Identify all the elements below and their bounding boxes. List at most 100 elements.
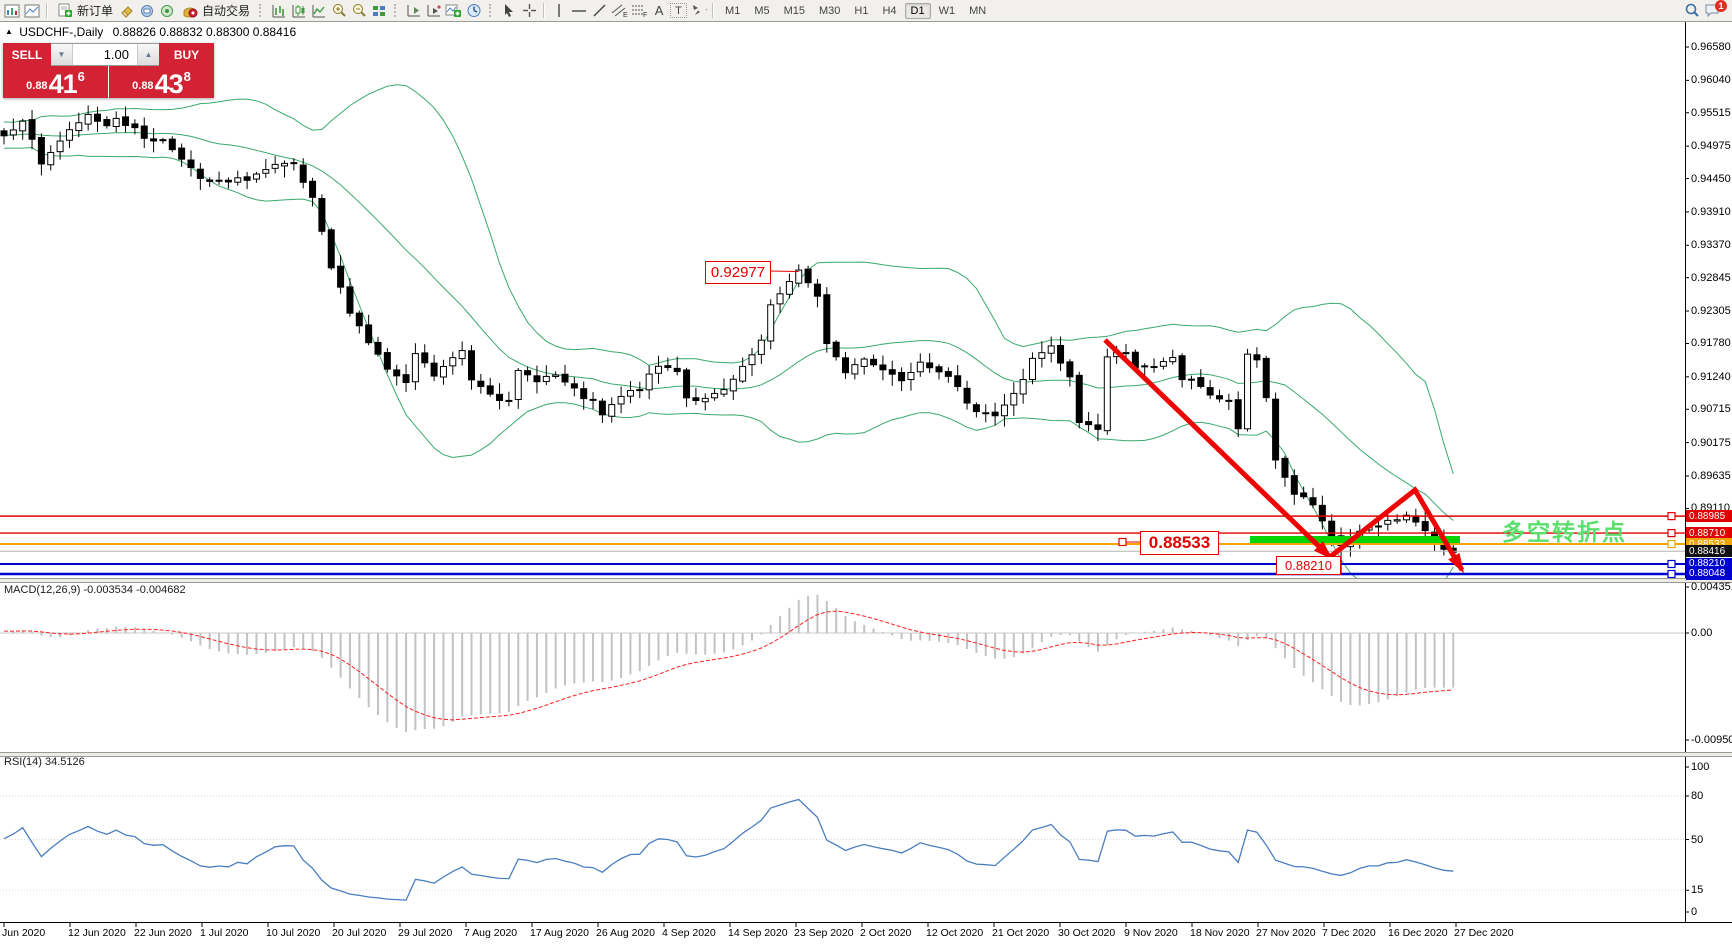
time-axis-tick: 14 Sep 2020 bbox=[728, 927, 788, 939]
chart-canvas[interactable] bbox=[0, 21, 1732, 945]
sound-alert-icon[interactable] bbox=[158, 2, 176, 19]
chart-area: 0.88985 0.88710 0.88533 0.88416 0.88210 0.880… bbox=[0, 21, 1732, 945]
svg-text:F: F bbox=[643, 12, 647, 18]
macd-axis-tick: 0.004351 bbox=[1691, 580, 1732, 593]
timeframe-h4[interactable]: H4 bbox=[882, 4, 897, 17]
timeframe-mn[interactable]: MN bbox=[969, 4, 987, 17]
time-axis-tick: 12 Oct 2020 bbox=[926, 927, 984, 939]
chart-shift-icon[interactable] bbox=[405, 2, 423, 19]
timeframe-m15[interactable]: M15 bbox=[783, 4, 805, 17]
symbol-name: USDCHF-,Daily bbox=[19, 25, 104, 39]
toolbar-separator bbox=[46, 3, 48, 18]
candlestick-mode-icon[interactable] bbox=[290, 2, 308, 19]
main-toolbar: 新订单 自动交易 bbox=[0, 0, 1732, 22]
time-axis-tick: 1 Jul 2020 bbox=[200, 927, 249, 939]
chart-overlay: 0.88985 0.88710 0.88533 0.88416 0.88210 0.880… bbox=[0, 21, 1732, 945]
toolbar-grip bbox=[259, 4, 264, 17]
price-axis-tick: 0.96580 bbox=[1691, 41, 1731, 53]
timeframe-m30[interactable]: M30 bbox=[819, 4, 841, 17]
time-axis-tick: 26 Aug 2020 bbox=[596, 927, 655, 939]
price-axis-tick: 0.93370 bbox=[1691, 239, 1731, 252]
text-label-tool-icon[interactable]: T bbox=[670, 3, 688, 18]
new-order-icon bbox=[56, 2, 74, 19]
time-axis-tick: 27 Dec 2020 bbox=[1454, 927, 1514, 939]
text-tool-icon[interactable]: A bbox=[654, 3, 664, 18]
timeframe-w1[interactable]: W1 bbox=[938, 4, 956, 17]
price-axis-tick: 0.90175 bbox=[1691, 436, 1731, 449]
volume-value[interactable]: 1.00 bbox=[103, 47, 129, 62]
rsi-axis-tick: 0 bbox=[1691, 906, 1698, 918]
toolbar-separator bbox=[543, 3, 546, 18]
search-icon[interactable] bbox=[1683, 2, 1701, 19]
rsi-axis-tick: 50 bbox=[1691, 833, 1704, 846]
time-axis-tick: 4 Sep 2020 bbox=[662, 927, 716, 939]
new-order-button[interactable]: 新订单 bbox=[53, 2, 116, 19]
eraser-icon[interactable] bbox=[118, 2, 136, 19]
timeframe-m5[interactable]: M5 bbox=[754, 4, 770, 17]
crosshair-icon[interactable] bbox=[520, 2, 538, 19]
one-click-trading-panel: SELL ▼ 1.00 ▲ BUY 0.88 41 6 0.88 43 8 bbox=[3, 43, 214, 98]
timeframe-m1[interactable]: M1 bbox=[725, 4, 741, 17]
zoom-in-icon[interactable] bbox=[330, 2, 348, 19]
hline-axis-label: 0.88985 bbox=[1686, 510, 1732, 523]
rsi-axis-tick: 100 bbox=[1691, 761, 1710, 773]
equidistant-channel-tool-icon[interactable]: E bbox=[610, 2, 628, 19]
price-axis-tick: 0.89635 bbox=[1691, 469, 1731, 482]
trendline-tool-icon[interactable] bbox=[590, 2, 608, 19]
timeframe-d1[interactable]: D1 bbox=[904, 2, 931, 19]
cursor-icon[interactable] bbox=[500, 2, 518, 19]
hline-axis-label: 0.88533 bbox=[1686, 538, 1732, 551]
add-indicator-icon[interactable] bbox=[445, 2, 463, 19]
chart-title: ▲ USDCHF-,Daily 0.88826 0.88832 0.88300 … bbox=[5, 25, 296, 39]
new-order-label: 新订单 bbox=[77, 4, 114, 18]
chart-window-icon[interactable] bbox=[3, 2, 21, 19]
rsi-axis-tick: 80 bbox=[1691, 790, 1704, 802]
time-axis-tick: 21 Oct 2020 bbox=[992, 927, 1050, 939]
chat-icon[interactable]: 1 bbox=[1703, 0, 1727, 19]
price-annotation-support[interactable]: 0.88533 bbox=[1140, 531, 1219, 555]
volume-stepper: ▼ 1.00 ▲ bbox=[51, 43, 159, 66]
price-axis-tick: 0.89110 bbox=[1691, 502, 1730, 515]
vertical-line-tool-icon[interactable] bbox=[550, 2, 568, 19]
autotrade-label: 自动交易 bbox=[202, 4, 251, 18]
sell-price-prefix: 0.88 bbox=[26, 80, 48, 92]
macd-pane-label: MACD(12,26,9) -0.003534 -0.004682 bbox=[4, 584, 186, 596]
fibonacci-tool-icon[interactable]: F bbox=[630, 2, 648, 19]
autotrade-button[interactable]: 自动交易 bbox=[178, 2, 253, 19]
time-axis-tick: 17 Aug 2020 bbox=[530, 927, 589, 939]
price-axis-tick: 0.93910 bbox=[1691, 205, 1731, 218]
price-annotation-peak[interactable]: 0.92977 bbox=[705, 261, 771, 284]
period-clock-icon[interactable] bbox=[465, 2, 483, 19]
toolbar-grip bbox=[394, 4, 399, 17]
line-chart-mode-icon[interactable] bbox=[310, 2, 328, 19]
volume-decrease-button[interactable]: ▼ bbox=[51, 44, 73, 65]
time-axis-tick: 9 Nov 2020 bbox=[1124, 927, 1178, 939]
expert-advisor-icon[interactable] bbox=[138, 2, 156, 19]
buy-price-display[interactable]: 0.88 43 8 bbox=[109, 66, 214, 98]
timeframe-h1[interactable]: H1 bbox=[854, 4, 869, 17]
chart-profile-icon[interactable] bbox=[23, 2, 41, 19]
sell-button[interactable]: SELL bbox=[3, 43, 51, 66]
time-axis-tick: 30 Oct 2020 bbox=[1058, 927, 1116, 939]
sell-price-big: 41 bbox=[48, 69, 78, 99]
sell-price-display[interactable]: 0.88 41 6 bbox=[3, 66, 108, 98]
bid-price-axis-label: 0.88416 bbox=[1686, 545, 1732, 558]
volume-increase-button[interactable]: ▲ bbox=[137, 44, 159, 65]
zoom-out-icon[interactable] bbox=[350, 2, 368, 19]
tile-windows-icon[interactable] bbox=[370, 2, 388, 19]
bar-chart-mode-icon[interactable] bbox=[270, 2, 288, 19]
autotrade-icon bbox=[181, 2, 199, 19]
auto-scroll-icon[interactable] bbox=[425, 2, 443, 19]
price-axis-tick: 0.92305 bbox=[1691, 305, 1731, 318]
symbol-marker-icon: ▲ bbox=[5, 27, 13, 36]
toolbar-grip bbox=[489, 4, 494, 17]
buy-button[interactable]: BUY bbox=[159, 43, 214, 66]
arrow-objects-icon[interactable] bbox=[689, 2, 708, 19]
price-annotation-breakdown[interactable]: 0.88210 bbox=[1276, 556, 1341, 575]
price-axis-tick: 0.96040 bbox=[1691, 74, 1731, 87]
price-axis-tick: 0.94450 bbox=[1691, 172, 1731, 185]
hline-axis-label: 0.88048 bbox=[1686, 567, 1732, 580]
time-axis-tick: Jun 2020 bbox=[2, 927, 46, 939]
horizontal-line-tool-icon[interactable] bbox=[570, 2, 588, 19]
price-axis-tick: 0.95515 bbox=[1691, 106, 1731, 119]
